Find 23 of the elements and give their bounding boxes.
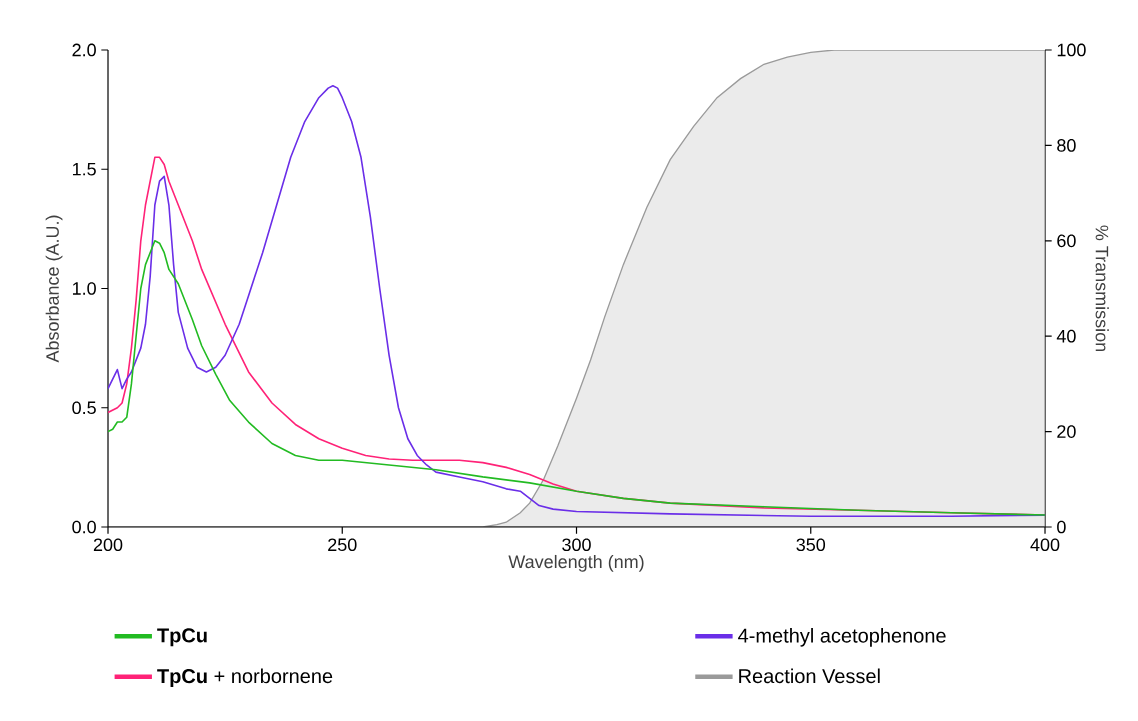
y2-tick-label: 40 [1056, 329, 1076, 343]
x-tick-label: 250 [328, 538, 357, 552]
x-tick-label: 400 [1030, 538, 1060, 552]
legend-label: Reaction Vessel [739, 668, 880, 684]
y2-axis-title: % Transmission [1095, 225, 1109, 351]
x-tick-label: 350 [796, 538, 826, 552]
y-tick-label: 0.5 [72, 401, 96, 415]
y2-tick-label: 80 [1057, 139, 1076, 152]
y2-tick-label: 0 [1057, 520, 1066, 534]
y-axis-title: Absorbance (A.U.) [45, 215, 63, 363]
legend-label: 4-methyl acetophenone [738, 628, 946, 647]
y-tick-label: 2.0 [72, 43, 96, 57]
y-tick-label: 0.0 [72, 520, 96, 534]
y2-tick-label: 60 [1057, 234, 1076, 248]
legend-label: TpCu + norbornene [157, 668, 333, 688]
y2-tick-label: 20 [1057, 425, 1076, 438]
y2-tick-label: 100 [1057, 43, 1086, 57]
x-axis-title: Wavelength (nm) [508, 554, 644, 572]
x-tick-label: 200 [93, 538, 123, 552]
y-tick-label: 1.0 [72, 282, 96, 295]
y-tick-label: 1.5 [72, 162, 96, 176]
x-tick-label: 300 [562, 538, 591, 552]
legend-label: TpCu [157, 628, 207, 647]
